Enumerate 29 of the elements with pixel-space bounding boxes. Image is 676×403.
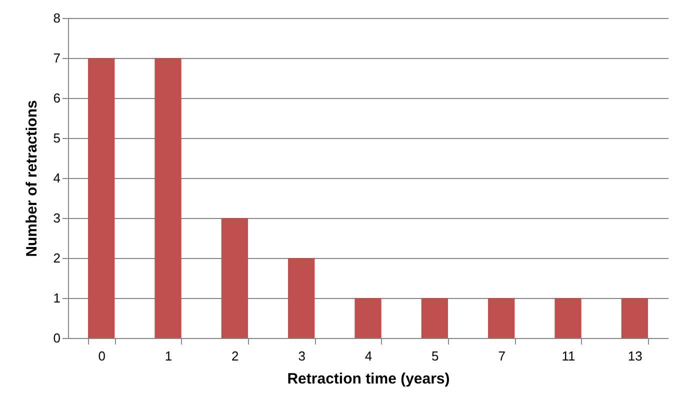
y-tick-label: 8 [53, 10, 60, 26]
y-tick-label: 5 [53, 130, 60, 146]
bar [554, 298, 582, 338]
x-tick-label: 11 [562, 348, 576, 364]
y-axis-title: Number of retractions [23, 100, 40, 257]
y-tick-label: 4 [53, 170, 60, 186]
y-tick-label: 1 [53, 290, 60, 306]
y-tick-label: 2 [53, 250, 60, 266]
bar [288, 258, 315, 338]
bar [354, 298, 382, 338]
y-tick-label: 7 [53, 50, 60, 66]
bar [154, 58, 182, 338]
x-tick-label: 5 [432, 348, 439, 364]
x-tick-label: 1 [164, 348, 172, 364]
y-tick-label: 0 [53, 330, 60, 346]
x-tick-label: 0 [98, 348, 106, 364]
bar [88, 58, 115, 338]
y-tick-label: 3 [53, 210, 60, 226]
x-tick-label: 2 [232, 348, 239, 364]
bar [621, 298, 648, 338]
y-tick-label: 6 [53, 90, 60, 106]
bar [421, 298, 448, 338]
x-axis-title: Retraction time (years) [287, 370, 450, 388]
x-tick-label: 4 [364, 348, 372, 364]
bar [221, 218, 248, 338]
bar [488, 298, 515, 338]
x-tick-label: 13 [628, 348, 642, 364]
x-tick-label: 7 [498, 348, 506, 364]
x-tick-label: 3 [298, 348, 306, 364]
